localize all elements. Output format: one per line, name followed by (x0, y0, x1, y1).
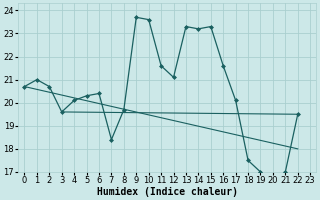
X-axis label: Humidex (Indice chaleur): Humidex (Indice chaleur) (97, 186, 238, 197)
